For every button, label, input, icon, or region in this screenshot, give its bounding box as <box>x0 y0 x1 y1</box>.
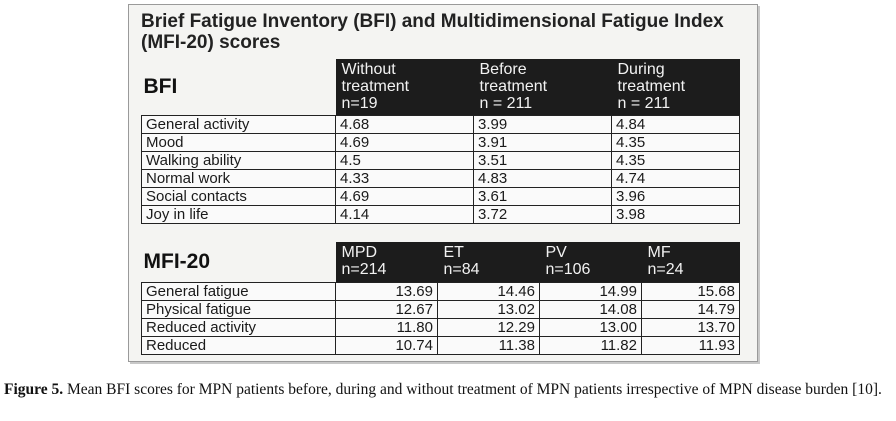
cell-value: 12.67 <box>335 300 438 319</box>
cell-value: 3.99 <box>473 115 612 134</box>
bfi-section-label: BFI <box>143 75 178 98</box>
cell-value: 14.99 <box>539 282 642 301</box>
mfi-col-line: n=214 <box>341 261 387 278</box>
mfi-col-line: MPD <box>341 244 378 261</box>
cell-value: 3.98 <box>611 205 740 224</box>
figure-caption: Figure 5. Mean BFI scores for MPN patien… <box>4 380 892 399</box>
cell-value: 3.72 <box>473 205 612 224</box>
table-row: Social contacts 4.69 3.61 3.96 <box>141 187 740 206</box>
row-label: Mood <box>141 133 336 152</box>
cell-value: 4.68 <box>335 115 474 134</box>
mfi-col-pv: PV n=106 <box>539 242 642 283</box>
cell-value: 4.84 <box>611 115 740 134</box>
row-label: Physical fatigue <box>141 300 336 319</box>
table-row: Reduced 10.74 11.38 11.82 11.93 <box>141 336 740 355</box>
bfi-col-line: During <box>617 61 665 78</box>
cell-value: 3.61 <box>473 187 612 206</box>
row-label: Social contacts <box>141 187 336 206</box>
cell-value: 4.5 <box>335 151 474 170</box>
cell-value: 13.00 <box>539 318 642 337</box>
mfi-col-mf: MF n=24 <box>641 242 740 283</box>
bfi-col-line: n=19 <box>341 95 378 112</box>
table-row: Mood 4.69 3.91 4.35 <box>141 133 740 152</box>
table-row: Normal work 4.33 4.83 4.74 <box>141 169 740 188</box>
bfi-col-line: Before <box>479 61 527 78</box>
cell-value: 13.02 <box>437 300 540 319</box>
row-label: Normal work <box>141 169 336 188</box>
cell-value: 13.70 <box>641 318 740 337</box>
cell-value: 14.46 <box>437 282 540 301</box>
mfi-section-label: MFI-20 <box>143 250 211 273</box>
row-label: Joy in life <box>141 205 336 224</box>
cell-value: 4.74 <box>611 169 740 188</box>
cell-value: 3.91 <box>473 133 612 152</box>
mfi-col-line: ET <box>443 244 464 261</box>
mfi-table: MFI-20 MPD n=214 ET n=84 PV n=106 MF n=2… <box>141 242 740 355</box>
mfi-col-mpd: MPD n=214 <box>335 242 438 283</box>
table-row: General fatigue 13.69 14.46 14.99 15.68 <box>141 282 740 301</box>
figure-panel: Brief Fatigue Inventory (BFI) and Multid… <box>128 4 758 362</box>
cell-value: 11.38 <box>437 336 540 355</box>
figure-title: Brief Fatigue Inventory (BFI) and Multid… <box>141 11 724 53</box>
cell-value: 13.69 <box>335 282 438 301</box>
row-label: Reduced <box>141 336 336 355</box>
bfi-col-line: treatment <box>479 78 548 95</box>
cell-value: 11.82 <box>539 336 642 355</box>
cell-value: 3.51 <box>473 151 612 170</box>
bfi-header-row: BFI Without treatment n=19 Before treatm… <box>142 59 740 116</box>
cell-value: 4.35 <box>611 151 740 170</box>
row-label: General fatigue <box>141 282 336 301</box>
table-row: Physical fatigue 12.67 13.02 14.08 14.79 <box>141 300 740 319</box>
cell-value: 14.79 <box>641 300 740 319</box>
cell-value: 4.33 <box>335 169 474 188</box>
cell-value: 15.68 <box>641 282 740 301</box>
bfi-col-line: Without <box>341 61 396 78</box>
bfi-col-during-treatment: During treatment n = 211 <box>611 59 740 116</box>
bfi-col-line: treatment <box>341 78 410 95</box>
bfi-table: BFI Without treatment n=19 Before treatm… <box>141 59 740 224</box>
mfi-col-et: ET n=84 <box>437 242 540 283</box>
mfi-col-line: n=24 <box>647 261 684 278</box>
row-label: Walking ability <box>141 151 336 170</box>
bfi-col-line: treatment <box>617 78 686 95</box>
cell-value: 10.74 <box>335 336 438 355</box>
bfi-col-line: n = 211 <box>479 95 533 112</box>
cell-value: 4.83 <box>473 169 612 188</box>
table-row: General activity 4.68 3.99 4.84 <box>141 115 740 134</box>
table-row: Reduced activity 11.80 12.29 13.00 13.70 <box>141 318 740 337</box>
row-label: Reduced activity <box>141 318 336 337</box>
cell-value: 4.14 <box>335 205 474 224</box>
cell-value: 3.96 <box>611 187 740 206</box>
bfi-col-line: n = 211 <box>617 95 671 112</box>
bfi-col-without-treatment: Without treatment n=19 <box>335 59 474 116</box>
mfi-col-line: PV <box>545 244 567 261</box>
mfi-header-row: MFI-20 MPD n=214 ET n=84 PV n=106 MF n=2… <box>142 242 740 283</box>
mfi-col-line: n=106 <box>545 261 591 278</box>
cell-value: 4.35 <box>611 133 740 152</box>
cell-value: 4.69 <box>335 133 474 152</box>
table-row: Walking ability 4.5 3.51 4.35 <box>141 151 740 170</box>
cell-value: 12.29 <box>437 318 540 337</box>
bfi-col-before-treatment: Before treatment n = 211 <box>473 59 612 116</box>
cell-value: 11.80 <box>335 318 438 337</box>
caption-text: Mean BFI scores for MPN patients before,… <box>63 381 882 398</box>
cell-value: 14.08 <box>539 300 642 319</box>
row-label: General activity <box>141 115 336 134</box>
mfi-col-line: MF <box>647 244 671 261</box>
cell-value: 4.69 <box>335 187 474 206</box>
cell-value: 11.93 <box>641 336 740 355</box>
mfi-col-line: n=84 <box>443 261 480 278</box>
table-row: Joy in life 4.14 3.72 3.98 <box>141 205 740 224</box>
caption-label: Figure 5. <box>4 381 64 398</box>
